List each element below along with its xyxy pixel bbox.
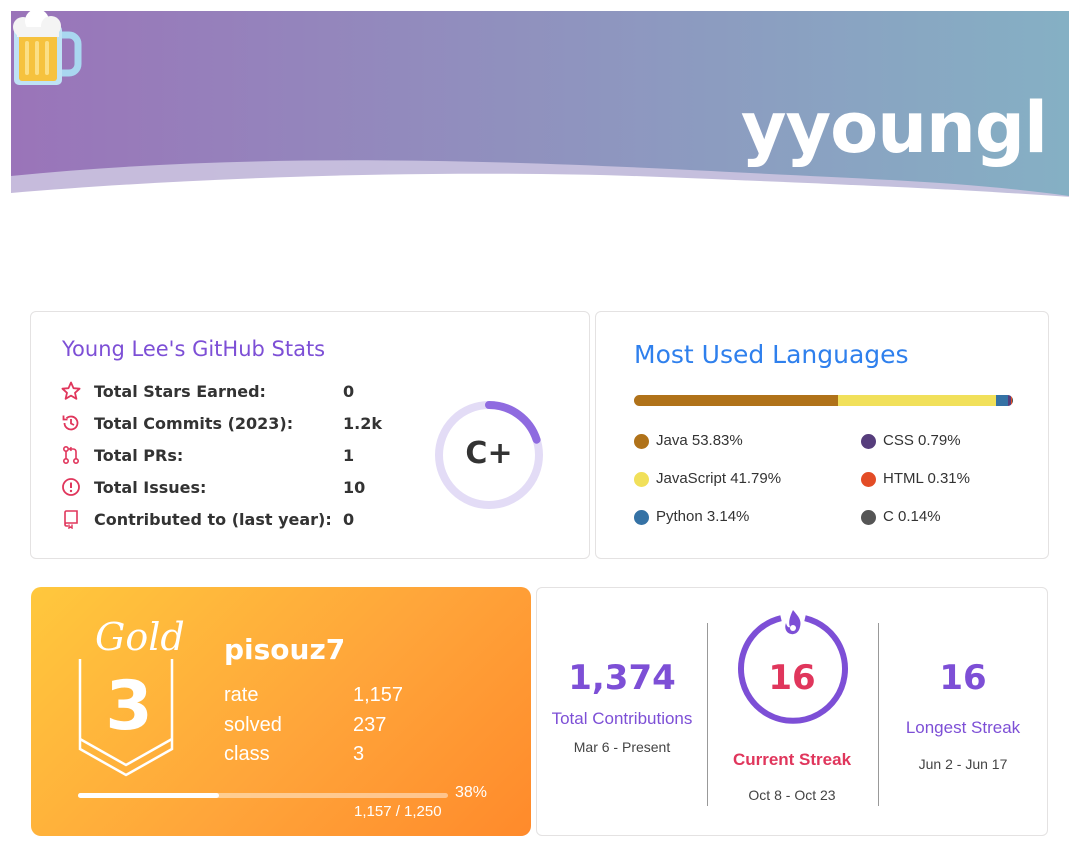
language-color-dot [634,472,649,487]
stat-value: 0 [343,382,355,401]
language-color-dot [861,434,876,449]
rating-progress-fill [78,793,219,798]
tier-number: 3 [105,667,153,746]
solved-ac-card: Gold 3 pisouz7 rate 1,157 solved 237 cla… [31,587,531,836]
languages-card-title: Most Used Languages [634,340,909,369]
language-bar-segment [1012,395,1013,406]
solved-label-rate: rate [224,684,259,706]
rank-grade: C+ [465,436,513,471]
current-streak-column: 16 [717,658,867,698]
user-handle: pisouz7 [224,633,346,666]
header-wave-background [11,11,1069,211]
language-bar-segment [634,395,839,406]
language-bar-segment [996,395,1009,406]
stat-label: Contributed to (last year): [94,510,332,529]
language-bar-segment [1008,395,1012,406]
rating-progress-ratio: 1,157 / 1,250 [354,803,442,820]
language-name: Python 3.14% [656,508,750,525]
longest-streak-column: 16 Longest Streak Jun 2 - Jun 17 [888,658,1038,772]
languages-card: Most Used Languages Java 53.83% CSS 0.79%… [595,311,1049,559]
language-color-dot [634,434,649,449]
total-contributions-value: 1,374 [568,658,676,698]
current-streak-label: Current Streak [732,750,852,769]
longest-streak-label: Longest Streak [905,718,1021,737]
stat-value: 0 [343,510,355,529]
total-contributions-label: Total Contributions [551,709,693,728]
solved-value-class: 3 [353,743,365,765]
rank-progress-ring [435,401,543,509]
stat-value: 1 [343,446,355,465]
stat-row-issues: Total Issues: 10 [61,475,401,501]
language-color-dot [861,472,876,487]
solved-label-solved: solved [224,714,282,736]
languages-progress-bar [634,395,1013,406]
language-name: JavaScript 41.79% [656,470,782,487]
stat-value: 1.2k [343,414,382,433]
stat-row-prs: Total PRs: 1 [61,443,401,469]
rating-progress-percent: 38% [455,784,488,801]
header-title: yyoungl [740,87,1048,169]
longest-streak-date: Jun 2 - Jun 17 [918,756,1008,772]
star-icon [61,381,81,400]
current-streak-value: 16 [768,658,816,698]
repo-icon [64,510,78,529]
stat-label: Total Issues: [94,478,207,497]
solved-label-class: class [224,743,270,765]
issue-icon [62,478,80,496]
language-color-dot [634,510,649,525]
language-name: HTML 0.31% [883,470,970,487]
streak-divider [878,623,879,806]
tier-badge-icon [78,659,174,777]
history-icon [62,415,79,431]
beer-mug-icon [13,11,82,85]
language-name: C 0.14% [883,508,941,525]
longest-streak-value: 16 [939,658,987,698]
rating-progress-bar [78,793,448,798]
current-streak-label-block: Current Streak Oct 8 - Oct 23 [717,750,867,803]
solved-value-rate: 1,157 [353,684,404,706]
language-name: CSS 0.79% [883,432,961,449]
stat-row-commits: Total Commits (2023): 1.2k [61,411,401,437]
streak-card: 1,374 Total Contributions Mar 6 - Presen… [536,587,1048,836]
github-stats-card: Young Lee's GitHub Stats Total Stars Ear… [30,311,590,559]
total-contributions-column: 1,374 Total Contributions Mar 6 - Presen… [547,658,697,755]
current-streak-ring [738,610,848,724]
stat-row-contributed: Contributed to (last year): 0 [61,507,401,533]
stat-label: Total Stars Earned: [94,382,266,401]
language-name: Java 53.83% [656,432,743,449]
header-banner: yyoungl [11,11,1069,211]
language-bar-segment [1011,395,1013,406]
current-streak-date: Oct 8 - Oct 23 [748,787,836,803]
stats-card-title: Young Lee's GitHub Stats [62,337,326,361]
pull-request-icon [62,445,80,465]
stat-value: 10 [343,478,366,497]
language-color-dot [861,510,876,525]
streak-divider [707,623,708,806]
solved-value-solved: 237 [353,714,387,736]
fire-icon [785,610,801,635]
language-bar-segment [838,395,997,406]
stat-label: Total PRs: [94,446,184,465]
stat-label: Total Commits (2023): [94,414,294,433]
tier-name: Gold [95,615,185,659]
stat-row-stars: Total Stars Earned: 0 [61,379,401,405]
total-contributions-date: Mar 6 - Present [573,739,671,755]
